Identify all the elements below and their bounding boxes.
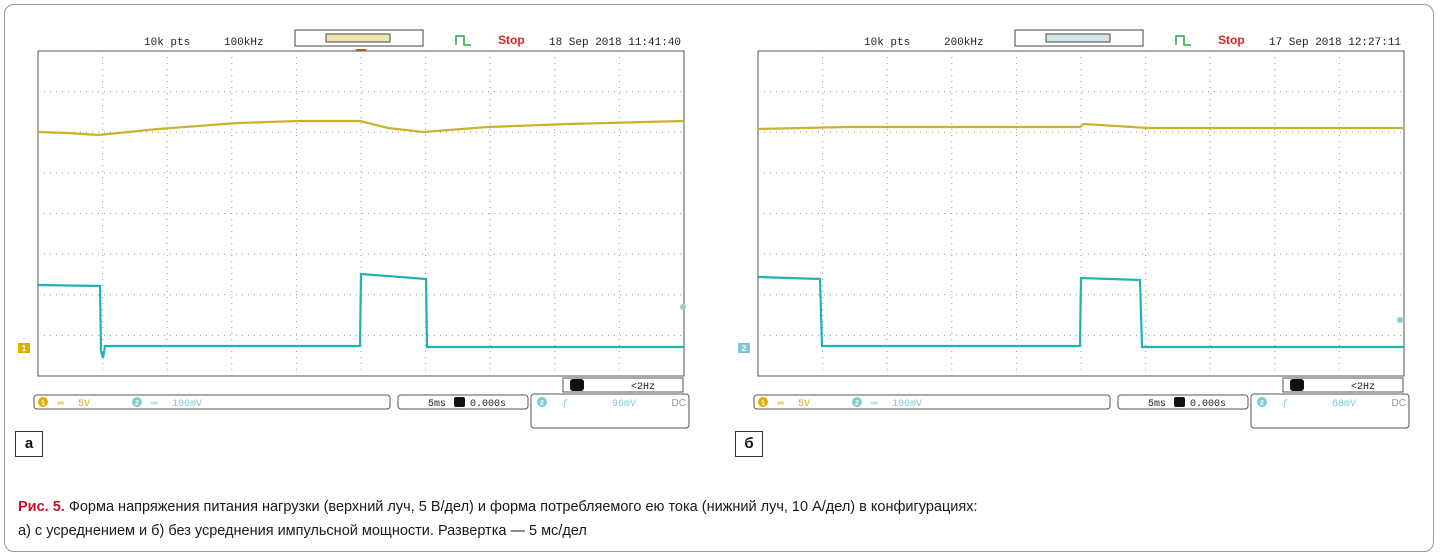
trig-freq-text: <2Hz — [631, 382, 655, 393]
freq-text: 100kHz — [224, 37, 264, 49]
ch1-scale-text: 5V — [798, 399, 810, 410]
scope-screen-b: 10k pts 200kHz Stop 17 Sep 2018 12:27:11… — [738, 29, 1410, 429]
caption-line-2: а) с усреднением и б) без усреднения имп… — [18, 523, 587, 539]
memory-bar — [294, 29, 424, 47]
memory-window — [325, 33, 391, 43]
pts-text: 10k pts — [144, 37, 190, 49]
horizontal-icon — [1174, 397, 1185, 407]
svg-text:1: 1 — [761, 400, 765, 407]
trigger-readout — [562, 377, 684, 393]
svg-text:1: 1 — [22, 344, 27, 353]
ch2-marker — [738, 343, 750, 353]
delay-text: 0.000s — [1190, 399, 1226, 410]
ch2-scale-text: 100mV — [172, 399, 202, 410]
ch1-coupling-icon: ═ — [56, 398, 65, 409]
svg-text:2: 2 — [540, 400, 544, 407]
panel-label-a: а — [15, 431, 43, 457]
ch1-coupling-icon: ═ — [776, 398, 785, 409]
ch1-icon — [38, 397, 48, 407]
trace-ch1 — [37, 119, 685, 137]
ch2-scale-text: 100mV — [892, 399, 922, 410]
caption-text-1: Форма напряжения питания нагрузки (верхн… — [68, 499, 978, 515]
caption-line-1: Рис. 5. Форма напряжения питания нагрузк… — [18, 495, 1418, 519]
scope-screen-a: 10k pts 100kHz Stop 18 Sep 2018 11:41:40… — [18, 29, 690, 429]
coupling-text: DC — [672, 398, 686, 409]
datetime-text: 18 Sep 2018 11:41:40 — [549, 37, 681, 49]
trigger-slope-icon: ƒ — [1282, 398, 1288, 409]
memory-window — [1045, 33, 1111, 43]
status-text: Stop — [498, 33, 525, 47]
ch2-coupling-icon: ═ — [150, 398, 159, 409]
trigger-source-icon — [1257, 397, 1267, 407]
timebase-text: 5ms — [1148, 399, 1166, 410]
trace-ch2 — [757, 275, 1404, 349]
trig-level-text: 96mV — [612, 399, 636, 410]
ch2-icon — [852, 397, 862, 407]
timebase-text: 5ms — [428, 399, 446, 410]
scope-panel-b: 10k pts 200kHz Stop 17 Sep 2018 12:27:11… — [728, 20, 1418, 457]
ch2-offset-dot — [680, 304, 686, 310]
svg-text:2: 2 — [742, 344, 747, 353]
horizontal-icon — [454, 397, 465, 407]
ch1-icon — [758, 397, 768, 407]
trace-ch2 — [37, 272, 684, 359]
trace-ch1 — [757, 122, 1404, 131]
channel-status-bar — [753, 394, 1111, 410]
figure-frame — [4, 4, 1434, 552]
ch1-marker — [18, 343, 30, 353]
ch2-icon — [132, 397, 142, 407]
trigger-edge-icon — [455, 35, 471, 46]
delay-text: 0.000s — [470, 399, 506, 410]
trigger-settings-box — [1250, 393, 1410, 429]
figure-caption: Рис. 5. Форма напряжения питания нагрузк… — [18, 495, 1418, 543]
trig-level-text: 68mV — [1332, 399, 1356, 410]
scope-panel-a: 10k pts 100kHz Stop 18 Sep 2018 11:41:40… — [8, 20, 698, 457]
ch1-scale-text: 5V — [78, 399, 90, 410]
svg-text:1: 1 — [41, 400, 45, 407]
trigger-source-icon — [537, 397, 547, 407]
coupling-text: DC — [1392, 398, 1406, 409]
trigger-readout — [1282, 377, 1404, 393]
ch2-coupling-icon: ═ — [870, 398, 879, 409]
panel-label-b: б — [735, 431, 763, 457]
channel-status-bar — [33, 394, 391, 410]
ch2-offset-dot — [1397, 317, 1403, 323]
trigger-settings-box — [530, 393, 690, 429]
grid — [758, 51, 1404, 376]
datetime-text: 17 Sep 2018 12:27:11 — [1269, 37, 1401, 49]
trigger-icon — [570, 379, 584, 391]
trig-freq-text: <2Hz — [1351, 382, 1375, 393]
memory-bar — [1014, 29, 1144, 47]
trigger-icon — [1290, 379, 1304, 391]
trigger-edge-icon — [1175, 35, 1191, 46]
pts-text: 10k pts — [864, 37, 910, 49]
svg-text:2: 2 — [135, 400, 139, 407]
svg-text:2: 2 — [855, 400, 859, 407]
svg-text:2: 2 — [1260, 400, 1264, 407]
trigger-slope-icon: ƒ — [562, 398, 568, 409]
freq-text: 200kHz — [944, 37, 984, 49]
figure-number: Рис. 5. — [18, 499, 65, 515]
status-text: Stop — [1218, 33, 1245, 47]
